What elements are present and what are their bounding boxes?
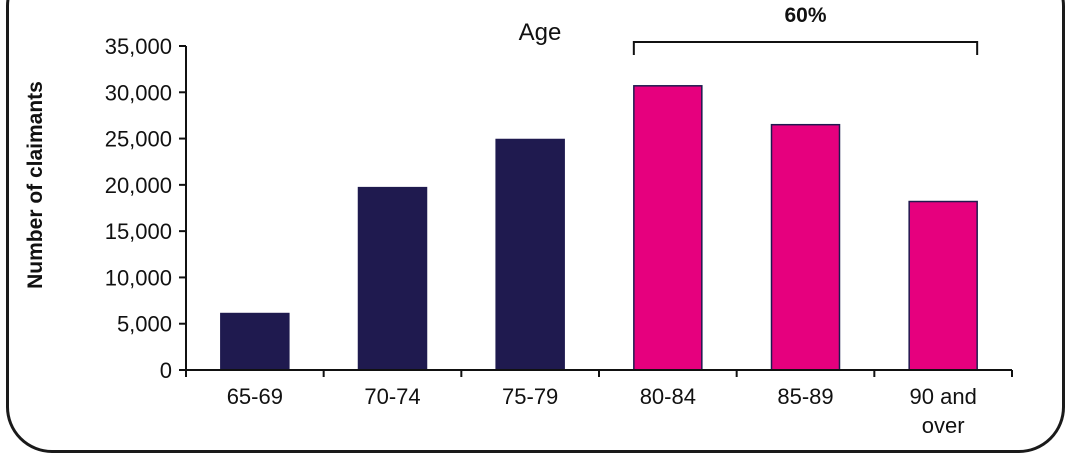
x-axis-label: Age (519, 19, 562, 46)
chart-frame (6, 0, 1065, 453)
annotation-bracket (632, 41, 979, 55)
y-axis-label: Number of claimants (24, 81, 47, 289)
y-tick-label: 25,000 (105, 127, 172, 152)
x-tick-label: 90 and over (910, 384, 977, 438)
y-tick-label: 30,000 (105, 80, 172, 105)
bar-75-79 (495, 138, 565, 371)
bar-90-and-over (908, 200, 978, 371)
x-tick-label: 70-74 (364, 384, 420, 409)
bar-85-89 (770, 123, 841, 371)
x-tick-label: 75-79 (502, 384, 558, 409)
y-tick-label: 0 (160, 358, 172, 383)
y-tick-label: 15,000 (105, 219, 172, 244)
y-tick-label: 10,000 (105, 265, 172, 290)
y-tick-label: 35,000 (105, 34, 172, 59)
x-tick-label: 80-84 (640, 384, 696, 409)
bar-70-74 (357, 186, 428, 371)
y-tick-label: 20,000 (105, 173, 172, 198)
bar-80-84 (633, 85, 703, 371)
annotation-label: 60% (784, 4, 826, 27)
x-tick-label: 85-89 (777, 384, 833, 409)
y-tick-label: 5,000 (117, 312, 172, 337)
x-tick-label: 65-69 (227, 384, 283, 409)
bar-65-69 (220, 312, 290, 371)
